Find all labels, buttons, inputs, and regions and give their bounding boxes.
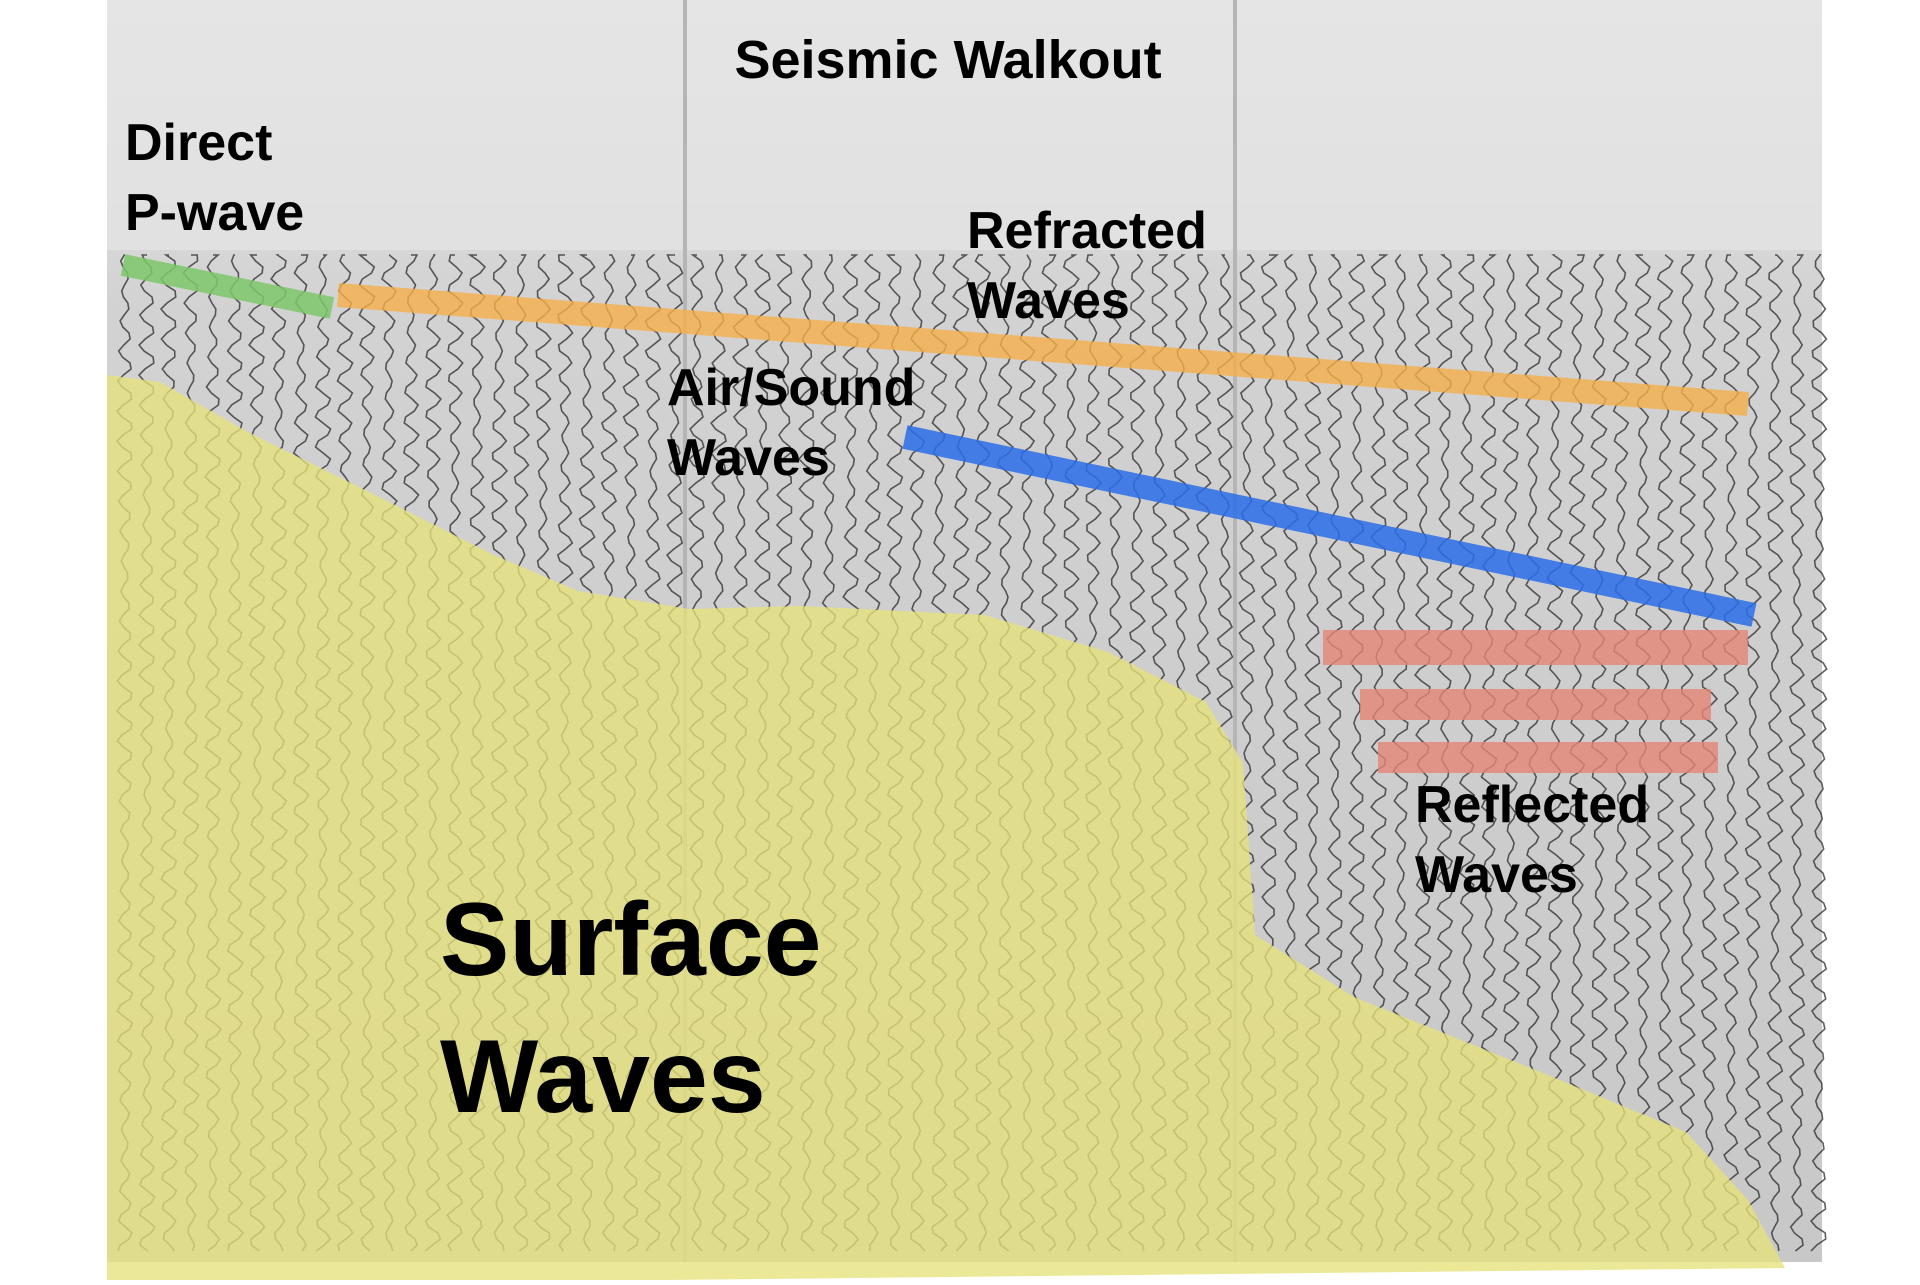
refracted-wave-line	[337, 283, 1749, 416]
trace	[1722, 254, 1741, 1252]
reflected-wave-band	[1323, 630, 1748, 665]
surface-wave-zone	[107, 375, 1785, 1285]
label: Refracted	[967, 202, 1207, 260]
label: Direct	[125, 114, 272, 172]
record-header	[107, 0, 1822, 250]
direct-p-wave-line	[120, 254, 335, 319]
label: Reflected	[1415, 776, 1649, 834]
label: Surface	[440, 882, 822, 998]
label: Waves	[440, 1019, 766, 1135]
label: Air/Sound	[667, 359, 915, 417]
reflected-wave-band	[1378, 742, 1718, 773]
air-wave-line	[902, 425, 1757, 627]
label: P-wave	[125, 184, 304, 242]
trace	[1743, 254, 1763, 1252]
label: Waves	[667, 429, 830, 487]
title: Seismic Walkout	[734, 30, 1161, 90]
label: Waves	[1415, 846, 1578, 904]
trace	[1810, 254, 1828, 1252]
trace	[1766, 254, 1784, 1252]
label: Waves	[967, 272, 1130, 330]
trace	[1788, 254, 1806, 1252]
reflected-wave-band	[1360, 689, 1711, 720]
